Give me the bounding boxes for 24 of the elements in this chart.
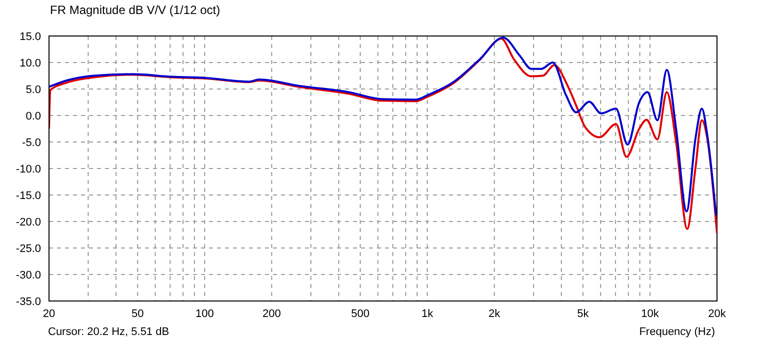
x-tick-label: 10k	[641, 308, 660, 320]
y-tick-label: -15.0	[16, 190, 41, 202]
x-axis-title: Frequency (Hz)	[639, 326, 715, 338]
x-tick-label: 500	[351, 308, 370, 320]
x-tick-label: 200	[262, 308, 281, 320]
x-tick-label: 5k	[577, 308, 590, 320]
y-tick-label: -20.0	[16, 216, 41, 228]
x-tick-label: 20k	[708, 308, 726, 320]
x-tick-label: 50	[131, 308, 144, 320]
x-tick-label: 20	[42, 308, 56, 320]
text: Cursor: 20.2 Hz, 5.51 dB	[48, 326, 170, 338]
x-tick-label: 1k	[421, 308, 434, 320]
y-tick-label: -10.0	[16, 163, 41, 176]
y-tick-label: -30.0	[16, 269, 41, 282]
y-tick-label: 0.0	[26, 110, 41, 122]
x-tick-label: 2k	[488, 308, 501, 320]
y-tick-label: 15.0	[20, 30, 41, 43]
x-tick-label: 100	[195, 308, 214, 320]
y-tick-label: -35.0	[16, 296, 41, 308]
y-tick-label: -5.0	[22, 136, 41, 149]
chart-title: FR Magnitude dB V/V (1/12 oct)	[50, 3, 220, 17]
y-tick-label: -25.0	[16, 242, 41, 255]
y-tick-label: 5.0	[26, 84, 41, 96]
y-tick-label: 10.0	[20, 57, 41, 70]
